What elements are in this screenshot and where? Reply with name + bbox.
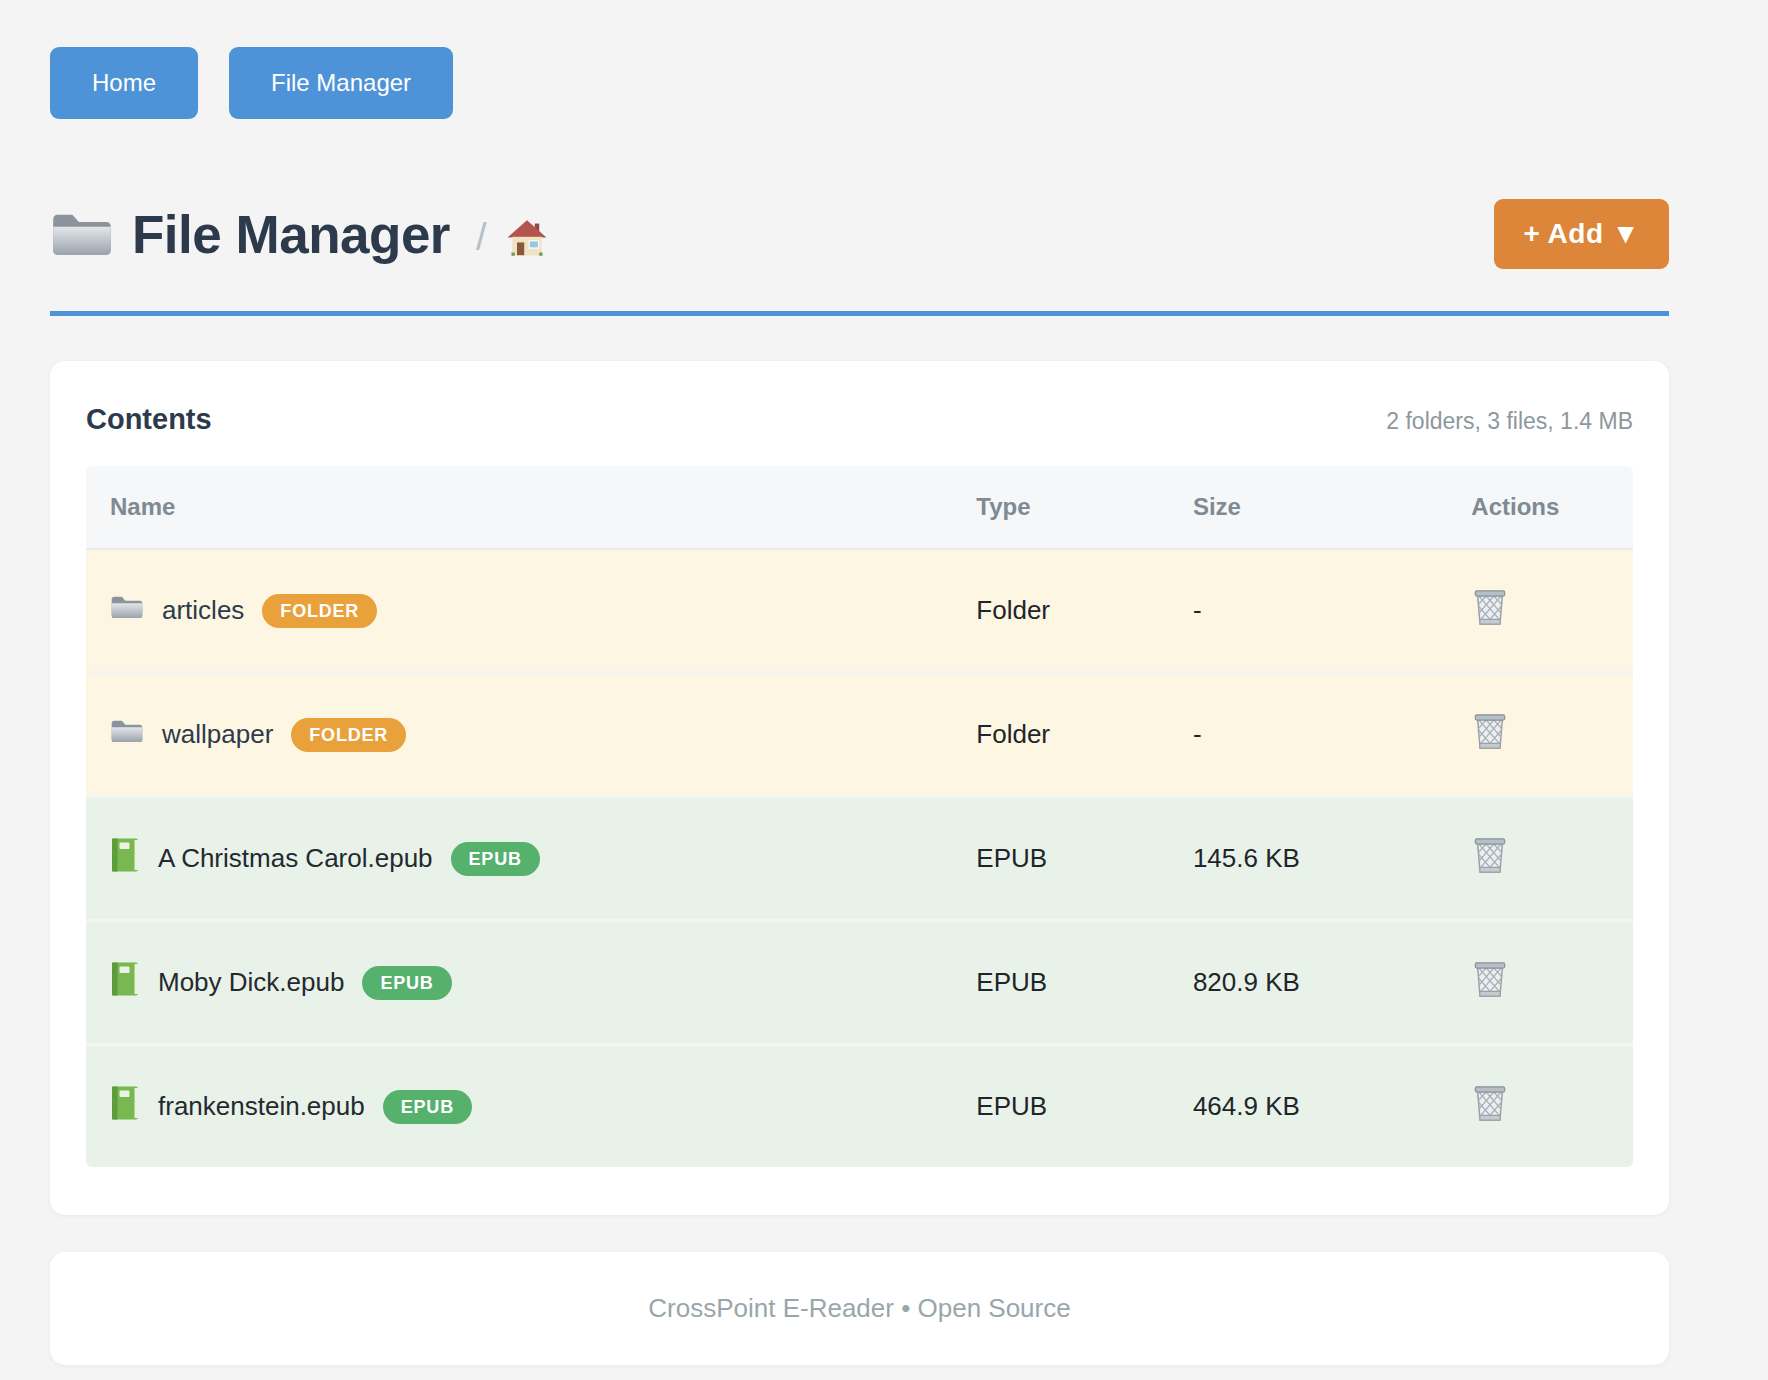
file-name[interactable]: A Christmas Carol.epub: [158, 843, 433, 874]
add-button[interactable]: + Add ▼: [1494, 199, 1669, 269]
nav-button-file-manager[interactable]: File Manager: [229, 47, 453, 119]
file-manager-page: Home File Manager File Manager /: [0, 0, 1768, 1365]
delete-button[interactable]: [1471, 586, 1509, 631]
column-header-actions: Actions: [1447, 466, 1633, 549]
delete-button[interactable]: [1471, 1082, 1509, 1127]
file-badge: EPUB: [362, 966, 451, 1000]
trash-icon: [1471, 958, 1509, 1003]
file-type: EPUB: [952, 797, 1169, 921]
file-size: 145.6 KB: [1169, 797, 1447, 921]
footer-text: CrossPoint E-Reader • Open Source: [648, 1293, 1070, 1323]
page-header: File Manager / + Add ▼: [50, 199, 1669, 269]
trash-icon: [1471, 834, 1509, 879]
column-header-name: Name: [86, 466, 952, 549]
contents-summary: 2 folders, 3 files, 1.4 MB: [1386, 408, 1633, 435]
breadcrumb-separator: /: [476, 216, 487, 259]
contents-title: Contents: [86, 403, 212, 436]
file-name[interactable]: articles: [162, 595, 244, 626]
delete-button[interactable]: [1471, 958, 1509, 1003]
table-row: wallpaper FOLDER Folder -: [86, 673, 1633, 797]
column-header-size: Size: [1169, 466, 1447, 549]
trash-icon: [1471, 586, 1509, 631]
green-book-icon: [110, 1085, 140, 1128]
file-name[interactable]: wallpaper: [162, 719, 273, 750]
delete-button[interactable]: [1471, 834, 1509, 879]
folder-icon: [110, 717, 144, 752]
table-row: frankenstein.epub EPUB EPUB 464.9 KB: [86, 1045, 1633, 1168]
table-row: articles FOLDER Folder -: [86, 549, 1633, 673]
file-badge: FOLDER: [262, 594, 377, 628]
breadcrumb: File Manager /: [50, 204, 547, 265]
file-badge: EPUB: [451, 842, 540, 876]
file-name[interactable]: frankenstein.epub: [158, 1091, 365, 1122]
top-nav: Home File Manager: [50, 47, 1669, 119]
delete-button[interactable]: [1471, 710, 1509, 755]
folder-icon: [50, 207, 114, 261]
trash-icon: [1471, 710, 1509, 755]
table-row: A Christmas Carol.epub EPUB EPUB 145.6 K…: [86, 797, 1633, 921]
file-size: -: [1169, 549, 1447, 673]
column-header-type: Type: [952, 466, 1169, 549]
nav-button-home[interactable]: Home: [50, 47, 198, 119]
green-book-icon: [110, 837, 140, 880]
green-book-icon: [110, 961, 140, 1004]
file-type: Folder: [952, 673, 1169, 797]
trash-icon: [1471, 1082, 1509, 1127]
contents-card: Contents 2 folders, 3 files, 1.4 MB Name…: [50, 361, 1669, 1215]
file-table: Name Type Size Actions: [86, 466, 1633, 1167]
house-icon[interactable]: [507, 219, 547, 257]
table-header-row: Name Type Size Actions: [86, 466, 1633, 549]
file-size: -: [1169, 673, 1447, 797]
file-name[interactable]: Moby Dick.epub: [158, 967, 344, 998]
page-title: File Manager: [132, 204, 450, 265]
footer: CrossPoint E-Reader • Open Source: [50, 1252, 1669, 1365]
header-divider: [50, 311, 1669, 316]
file-type: Folder: [952, 549, 1169, 673]
file-type: EPUB: [952, 1045, 1169, 1168]
file-type: EPUB: [952, 921, 1169, 1045]
folder-icon: [110, 593, 144, 628]
table-row: Moby Dick.epub EPUB EPUB 820.9 KB: [86, 921, 1633, 1045]
file-badge: EPUB: [383, 1090, 472, 1124]
file-size: 820.9 KB: [1169, 921, 1447, 1045]
file-size: 464.9 KB: [1169, 1045, 1447, 1168]
file-table-body: articles FOLDER Folder -: [86, 549, 1633, 1167]
file-badge: FOLDER: [291, 718, 406, 752]
